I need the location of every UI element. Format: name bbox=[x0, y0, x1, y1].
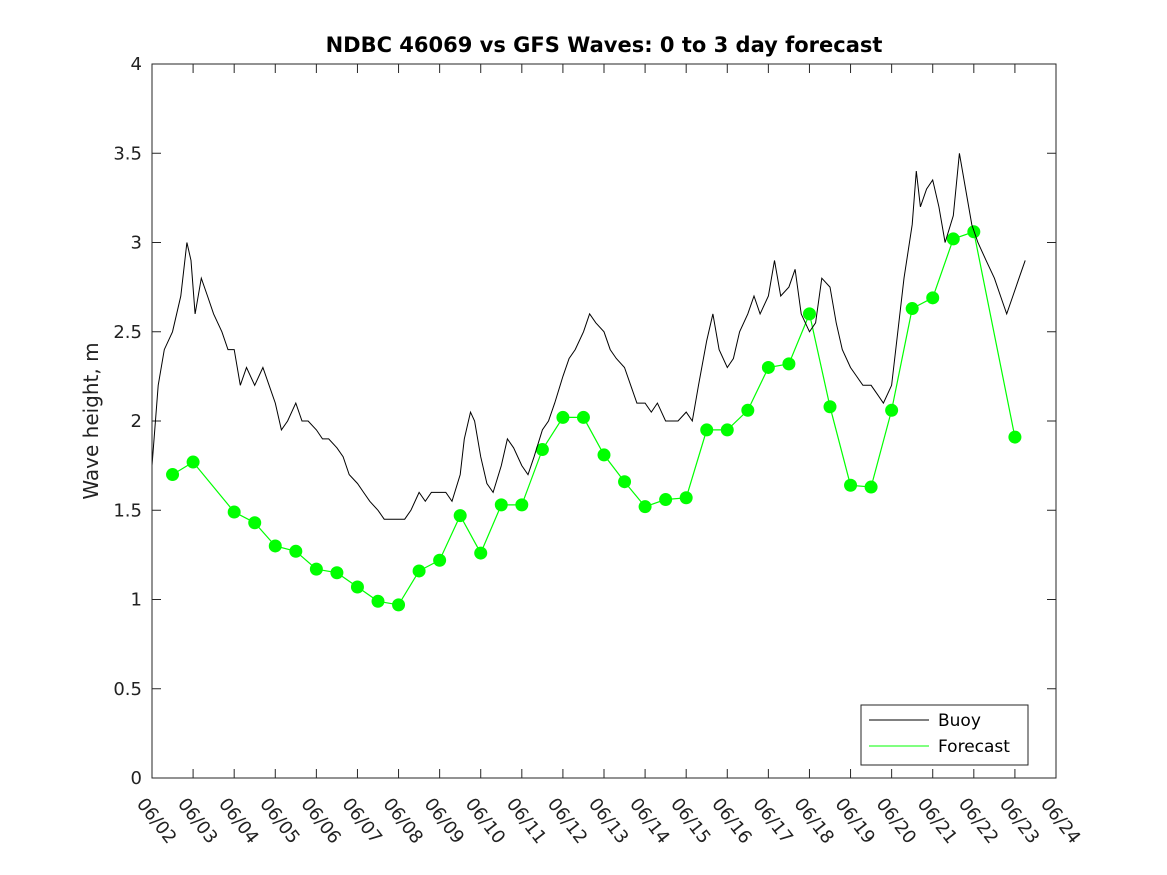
y-axis-label: Wave height, m bbox=[79, 342, 103, 499]
forecast-point bbox=[392, 598, 406, 612]
forecast-point bbox=[494, 498, 508, 512]
forecast-point bbox=[289, 544, 303, 558]
forecast-point bbox=[166, 468, 180, 482]
forecast-point bbox=[782, 357, 796, 371]
y-tick-label: 2 bbox=[131, 411, 142, 432]
buoy-series bbox=[151, 153, 1026, 520]
y-tick-label: 1.5 bbox=[113, 500, 142, 521]
forecast-point bbox=[659, 493, 673, 507]
forecast-point bbox=[371, 594, 385, 608]
legend-forecast-label: Forecast bbox=[938, 737, 1010, 757]
forecast-point bbox=[515, 498, 529, 512]
y-tick-label: 2.5 bbox=[113, 322, 142, 343]
forecast-line bbox=[172, 231, 1016, 606]
forecast-point bbox=[576, 410, 590, 424]
y-tick-label: 1 bbox=[131, 590, 142, 611]
forecast-point bbox=[946, 232, 960, 246]
forecast-point bbox=[905, 302, 919, 316]
forecast-series bbox=[166, 225, 1022, 612]
forecast-point bbox=[412, 564, 426, 578]
forecast-point bbox=[1008, 430, 1022, 444]
forecast-point bbox=[474, 546, 488, 560]
y-tick-label: 0 bbox=[131, 768, 142, 789]
forecast-point bbox=[618, 475, 632, 489]
y-tick-label: 0.5 bbox=[113, 679, 142, 700]
y-axis-ticks: 0 0.5 1 1.5 2 2.5 3 3.5 4 bbox=[113, 54, 1056, 789]
forecast-point bbox=[268, 539, 282, 553]
forecast-point bbox=[227, 505, 241, 519]
forecast-point bbox=[761, 360, 775, 374]
forecast-point bbox=[330, 566, 344, 580]
y-tick-label: 3.5 bbox=[113, 143, 142, 164]
legend-buoy-label: Buoy bbox=[938, 711, 981, 731]
forecast-point bbox=[741, 403, 755, 417]
y-tick-label: 3 bbox=[131, 233, 142, 254]
forecast-point bbox=[885, 403, 899, 417]
forecast-point bbox=[864, 480, 878, 494]
legend-box bbox=[860, 704, 1029, 766]
forecast-point bbox=[802, 307, 816, 321]
forecast-point bbox=[433, 553, 447, 567]
forecast-point bbox=[679, 491, 693, 505]
forecast-point bbox=[844, 478, 858, 492]
forecast-point bbox=[597, 448, 611, 462]
forecast-point bbox=[926, 291, 940, 305]
forecast-point bbox=[248, 516, 262, 530]
forecast-point bbox=[638, 500, 652, 514]
forecast-point bbox=[823, 400, 837, 414]
y-tick-label: 4 bbox=[131, 54, 142, 75]
forecast-point bbox=[535, 443, 549, 457]
forecast-point bbox=[556, 410, 570, 424]
plot-frame bbox=[151, 63, 1057, 779]
forecast-point bbox=[309, 562, 323, 576]
legend: Buoy Forecast bbox=[860, 704, 1029, 766]
buoy-line bbox=[151, 153, 1026, 520]
chart-title: NDBC 46069 vs GFS Waves: 0 to 3 day fore… bbox=[326, 33, 883, 57]
forecast-point bbox=[186, 455, 200, 469]
forecast-point bbox=[720, 423, 734, 437]
forecast-point bbox=[700, 423, 714, 437]
forecast-point bbox=[350, 580, 364, 594]
forecast-point bbox=[453, 509, 467, 523]
